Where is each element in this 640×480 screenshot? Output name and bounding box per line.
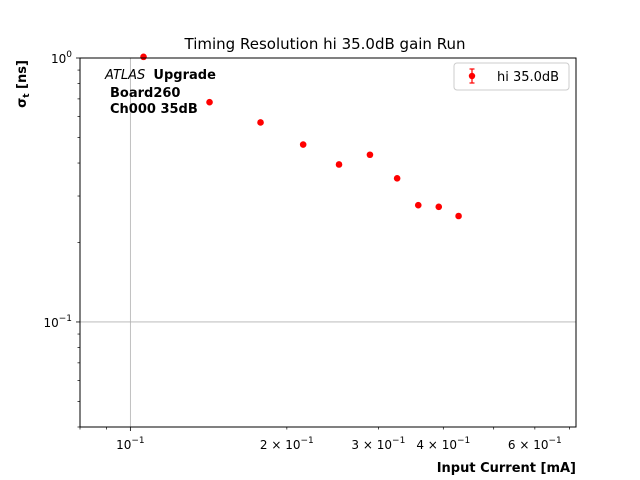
x-tick-label: 6 × 10−1 [508,436,562,452]
y-axis-label: σt [ns] [15,60,32,108]
board-label: Board260 [110,86,180,101]
data-point [455,212,462,220]
channel-label: Ch000 35dB [110,102,198,117]
x-tick-label: 2 × 10−1 [260,436,314,452]
data-points [140,53,462,220]
axis-ticks: 10−1 2 × 10−1 3 × 10−1 4 × 10−1 6 × 10−1 10−1… [43,50,570,452]
data-point [206,98,213,106]
legend-series-label: hi 35.0dB [497,70,559,85]
upgrade-label: Upgrade [153,68,216,83]
chart-title: Timing Resolution hi 35.0dB gain Run [184,35,466,53]
x-tick-label: 10−1 [116,436,145,452]
data-point [366,151,374,159]
data-point [414,201,422,209]
x-axis-label: Input Current [mA] [437,461,576,476]
y-tick-label: 100 [51,50,72,66]
x-tick-label: 3 × 10−1 [351,436,405,452]
atlas-label: ATLAS [104,68,145,83]
legend: hi 35.0dB [453,62,570,91]
plot-background [80,58,576,427]
atlas-annotation: ATLAS Upgrade Board260 Ch000 35dB [104,68,216,117]
data-point [257,119,264,126]
svg-text:ATLAS Upgrade: ATLAS Upgrade [104,68,216,83]
legend-box [453,62,570,91]
data-point [299,141,307,148]
legend-marker [468,72,476,80]
y-tick-label: 10−1 [43,314,72,330]
x-tick-label: 4 × 10−1 [416,436,470,452]
data-point [335,161,343,168]
data-point [435,203,443,211]
data-point [393,175,401,182]
plot-frame [79,57,577,428]
data-point [140,53,147,61]
y-axis-label-subscript: t [22,93,32,98]
grid-lines [80,58,576,427]
